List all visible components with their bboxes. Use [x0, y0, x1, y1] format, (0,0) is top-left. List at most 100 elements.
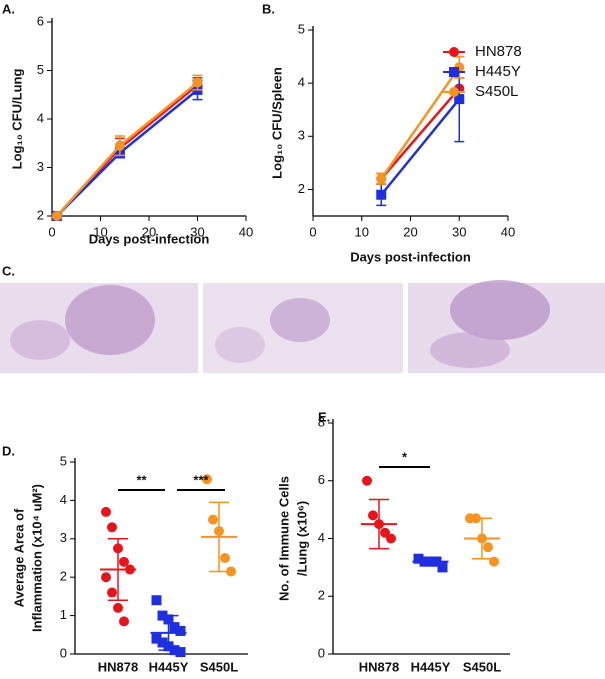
x-tick-label: 20	[403, 224, 417, 239]
panel-label: B.	[262, 1, 275, 16]
sd-bar	[369, 498, 389, 550]
legend-marker	[449, 47, 459, 57]
y-tick-label: 6	[37, 13, 44, 28]
legend-marker	[449, 87, 459, 97]
marker	[454, 94, 465, 105]
y-tick-label: 2	[298, 181, 305, 196]
marker	[386, 533, 396, 544]
x-tick-label: S450L	[200, 659, 238, 674]
marker	[220, 553, 230, 563]
marker	[226, 566, 236, 577]
sd-bar	[209, 501, 229, 573]
marker	[151, 595, 162, 606]
marker	[362, 475, 372, 486]
y-tick-label: 5	[298, 21, 305, 36]
y-tick-label: 3	[298, 128, 305, 143]
x-tick-label: 0	[309, 224, 316, 239]
marker	[151, 633, 162, 644]
marker	[101, 506, 111, 517]
marker	[119, 556, 129, 567]
tissue	[215, 327, 265, 363]
x-tick-label: HN878	[98, 659, 138, 674]
y-axis-label: Inflammation (x10⁴ uM²)	[29, 484, 44, 632]
tissue	[10, 320, 70, 360]
y-tick-label: 1	[60, 607, 67, 622]
x-tick-label: H445Y	[411, 659, 451, 674]
y-tick-label: 4	[318, 530, 325, 545]
y-axis-label: Log₁₀ CFU/Lung	[9, 69, 24, 170]
y-axis-label: No. of Immune Cells	[276, 476, 291, 601]
x-tick-label: HN878	[359, 659, 399, 674]
y-axis-label: /Lung (x10⁶)	[294, 501, 309, 576]
significance-label: ***	[193, 472, 209, 487]
x-tick-label: 30	[190, 224, 204, 239]
marker	[175, 647, 186, 658]
y-tick-label: 2	[318, 588, 325, 603]
tissue	[65, 285, 155, 355]
y-tick-label: 4	[37, 110, 44, 125]
marker	[376, 189, 387, 200]
sd-bar	[108, 538, 128, 601]
marker	[114, 140, 125, 151]
significance-label: *	[402, 449, 408, 464]
legend-label: H445Y	[475, 63, 521, 80]
tissue	[450, 280, 550, 340]
x-tick-label: 40	[239, 224, 253, 239]
y-axis-label: Log₁₀ CFU/Spleen	[269, 67, 284, 179]
series-line	[380, 87, 461, 180]
y-tick-label: 4	[60, 492, 67, 507]
y-tick-label: 3	[37, 159, 44, 174]
marker	[107, 587, 117, 598]
marker	[107, 522, 117, 533]
legend-label: S450L	[475, 83, 518, 100]
y-tick-label: 3	[60, 530, 67, 545]
sd-bar	[472, 517, 492, 560]
marker	[483, 542, 493, 553]
y-axis-label: Average Area of	[11, 508, 26, 607]
y-tick-label: 0	[318, 645, 325, 660]
y-tick-label: 2	[37, 207, 44, 222]
x-axis-label: Days post-infection	[350, 249, 471, 264]
marker	[169, 622, 180, 633]
series-line	[380, 98, 461, 196]
marker	[192, 77, 203, 88]
marker	[208, 514, 218, 525]
marker	[157, 637, 168, 648]
series-line	[380, 66, 461, 180]
x-tick-label: 20	[142, 224, 156, 239]
y-tick-label: 5	[37, 62, 44, 77]
marker	[368, 510, 378, 521]
marker	[119, 616, 129, 627]
tissue	[430, 332, 510, 368]
x-tick-label: 10	[355, 224, 369, 239]
marker	[175, 625, 186, 636]
marker	[101, 572, 111, 583]
x-tick-label: 40	[501, 224, 515, 239]
x-tick-label: 30	[452, 224, 466, 239]
tissue	[270, 298, 330, 342]
panel-label: E.	[318, 409, 330, 424]
x-tick-label: 10	[93, 224, 107, 239]
y-tick-label: 2	[60, 569, 67, 584]
panel-label: C.	[2, 263, 15, 278]
x-tick-label: S450L	[463, 659, 501, 674]
y-tick-label: 5	[60, 453, 67, 468]
marker	[413, 553, 424, 564]
series-line	[55, 88, 199, 217]
x-tick-label: H445Y	[149, 659, 189, 674]
y-tick-label: 8	[318, 414, 325, 429]
marker	[51, 211, 62, 221]
y-tick-label: 4	[298, 75, 305, 90]
x-axis-label: Days post-infection	[89, 231, 210, 246]
marker	[437, 562, 448, 573]
marker	[113, 602, 123, 613]
histology-images	[0, 280, 605, 373]
panel-label: D.	[2, 443, 15, 458]
marker	[376, 173, 387, 184]
x-tick-label: 0	[48, 224, 55, 239]
legend-label: HN878	[475, 43, 522, 60]
sd-bar	[420, 556, 441, 567]
sd-bar	[158, 614, 179, 651]
y-tick-label: 0	[60, 645, 67, 660]
